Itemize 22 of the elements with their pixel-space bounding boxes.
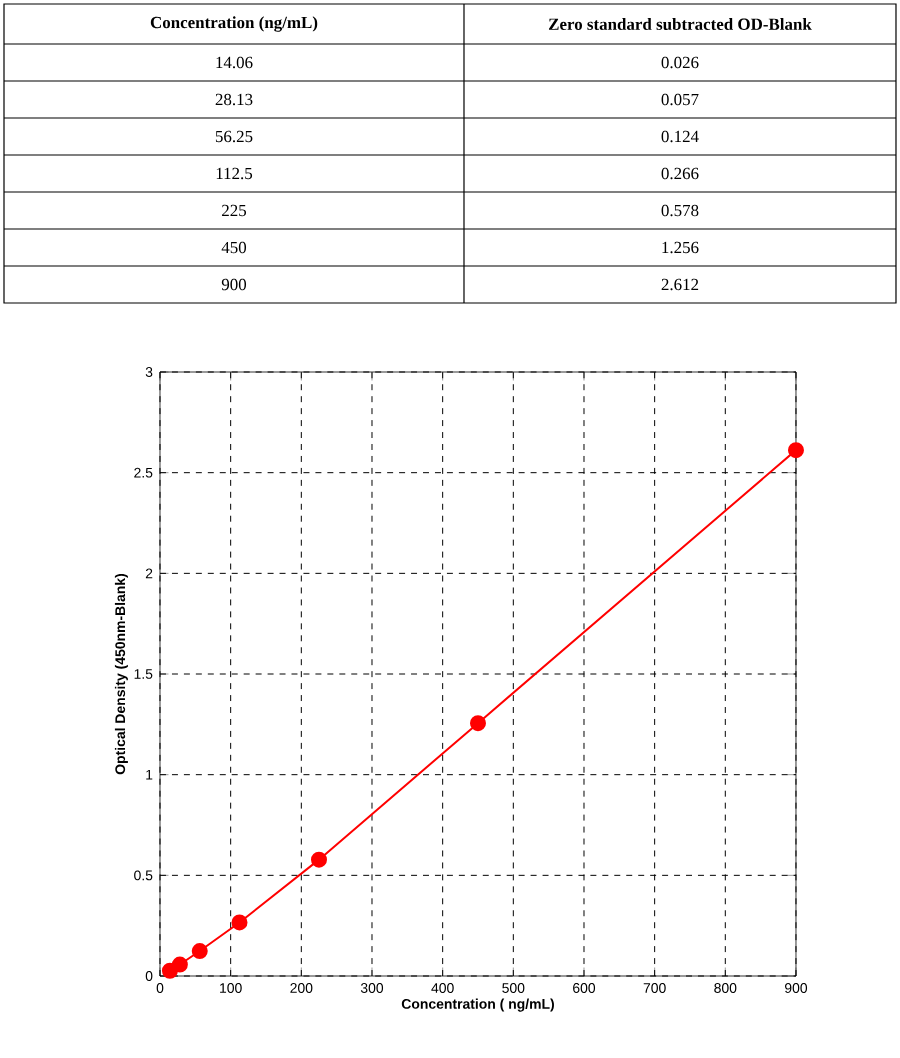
text: 225 bbox=[222, 204, 247, 217]
point bbox=[231, 914, 248, 931]
text: 0.057 bbox=[661, 93, 699, 106]
text: 0.124 bbox=[661, 130, 699, 143]
text: 112.5 bbox=[216, 167, 253, 180]
point bbox=[311, 851, 327, 868]
point bbox=[469, 715, 486, 732]
text: 900 bbox=[221, 278, 247, 291]
text: Concentration (ng/mL) bbox=[150, 16, 318, 32]
text: 14.06 bbox=[216, 56, 253, 69]
point bbox=[191, 943, 208, 960]
point bbox=[787, 442, 804, 459]
text: 2.612 bbox=[661, 278, 699, 291]
point bbox=[171, 956, 188, 973]
text: Zero standard subtracted OD-Blank bbox=[548, 18, 812, 30]
text: 28.13 bbox=[215, 93, 253, 106]
text: 0.578 bbox=[661, 204, 699, 217]
text: 0.026 bbox=[661, 56, 699, 69]
text: 56.25 bbox=[215, 130, 253, 143]
text: 1.256 bbox=[662, 241, 699, 254]
text: 0.266 bbox=[661, 167, 699, 180]
text: 450 bbox=[221, 241, 247, 254]
